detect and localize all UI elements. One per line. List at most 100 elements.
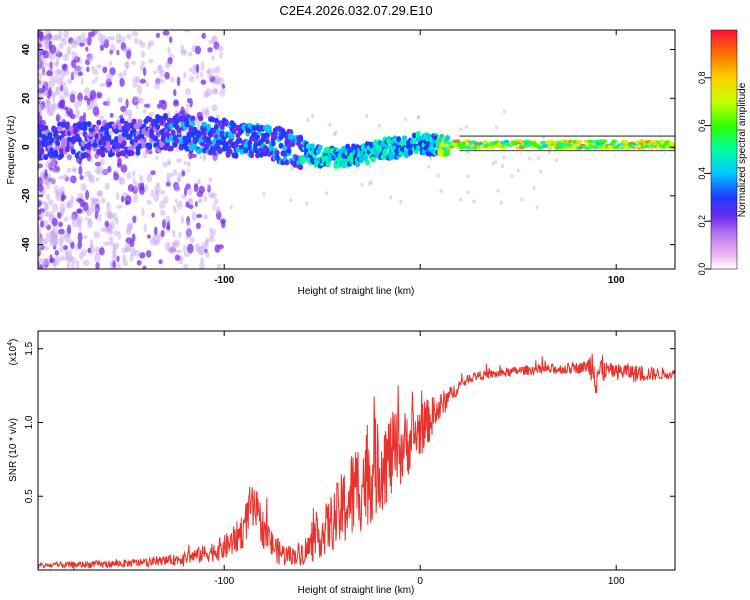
spectrogram-noise-dot xyxy=(205,250,210,259)
spectrogram-noise-dot xyxy=(74,51,78,61)
spectrogram-panel: -100 100 -40 -20 0 20 40 Height of straight li… xyxy=(6,29,676,297)
spectrogram-cell xyxy=(233,152,239,159)
spectrogram-cell xyxy=(601,139,608,143)
spectrogram-noise-dot xyxy=(116,49,120,56)
spectrogram-noise-dot xyxy=(141,60,146,65)
spectrogram-noise-dot xyxy=(77,232,83,242)
spectrogram-cell xyxy=(372,139,378,146)
spectrogram-noise-dot xyxy=(126,49,132,60)
spectrogram-cell xyxy=(80,140,86,147)
spectrogram-cell xyxy=(139,134,145,140)
spectrogram-marks xyxy=(38,30,675,269)
spectrogram-noise-dot xyxy=(311,114,315,119)
spectrogram-noise-dot xyxy=(129,253,134,262)
spectrogram-noise-dot xyxy=(192,64,197,70)
spectrogram-cell xyxy=(370,156,376,163)
spectrogram-noise-dot xyxy=(210,192,217,199)
spectrogram-noise-dot xyxy=(173,208,177,214)
spectrogram-noise-dot xyxy=(87,247,92,254)
spectrogram-noise-dot xyxy=(100,227,107,233)
spectrogram-noise-dot xyxy=(80,77,84,85)
spectrogram-cell xyxy=(96,119,102,126)
spectrogram-noise-dot xyxy=(528,156,532,161)
spectrogram-noise-dot xyxy=(95,261,100,269)
snr-multiplier-close: ) xyxy=(8,339,19,342)
spectrogram-noise-dot xyxy=(172,168,178,177)
spectrogram-noise-dot xyxy=(58,30,63,40)
spectrogram-cell xyxy=(66,154,72,161)
spectrogram-noise-dot xyxy=(69,256,77,264)
spectrogram-cell xyxy=(209,116,215,123)
spectrogram-noise-dot xyxy=(70,175,77,184)
spectrogram-noise-dot xyxy=(38,261,41,269)
spectrogram-noise-dot xyxy=(183,251,190,258)
spectrogram-noise-dot xyxy=(95,177,100,182)
spectrogram-noise-dot xyxy=(125,200,130,206)
spectrogram-noise-dot xyxy=(164,61,171,69)
spectrogram-cell xyxy=(300,155,306,162)
spectrogram-noise-dot xyxy=(38,184,44,192)
spectrogram-noise-dot xyxy=(45,62,51,68)
spectrogram-noise-dot xyxy=(59,115,63,122)
spectrogram-cell xyxy=(59,152,64,159)
spectrogram-cell xyxy=(672,143,675,147)
spectrogram-frame xyxy=(37,29,676,270)
spectrogram-noise-dot xyxy=(186,243,194,254)
spectrogram-cell xyxy=(82,121,88,127)
spectrogram-noise-dot xyxy=(70,213,77,222)
spectrogram-noise-dot xyxy=(46,193,50,200)
spectrogram-noise-dot xyxy=(132,30,139,37)
spectrogram-xtick-label: -100 xyxy=(214,275,234,286)
spectrogram-noise-dot xyxy=(87,217,92,225)
spectrogram-noise-dot xyxy=(141,207,145,216)
spectrogram-noise-dot xyxy=(94,77,99,82)
spectrogram-cell xyxy=(223,120,229,127)
spectrogram-noise-dot xyxy=(465,124,468,129)
spectrogram-noise-dot xyxy=(189,67,193,73)
spectrogram-noise-dot xyxy=(66,167,72,174)
spectrogram-cell xyxy=(180,114,186,121)
spectrogram-cell xyxy=(184,121,190,128)
spectrogram-noise-dot xyxy=(206,185,210,190)
spectrogram-noise-dot xyxy=(93,231,101,239)
spectrogram-xtick-label: 100 xyxy=(608,275,625,286)
spectrogram-cell xyxy=(460,141,467,145)
spectrogram-noise-dot xyxy=(202,153,207,162)
spectrogram-cell xyxy=(206,123,211,130)
spectrogram-noise-dot xyxy=(91,79,96,85)
spectrogram-noise-dot xyxy=(200,79,207,85)
spectrogram-noise-dot xyxy=(87,31,95,37)
spectrogram-noise-dot xyxy=(82,112,87,122)
spectrogram-noise-dot xyxy=(199,262,205,269)
spectrogram-cell xyxy=(623,140,629,144)
spectrogram-noise-dot xyxy=(43,246,50,251)
spectrogram-cell xyxy=(157,115,162,122)
spectrogram-noise-dot xyxy=(49,52,56,61)
spectrogram-noise-dot xyxy=(201,108,208,116)
spectrogram-noise-dot xyxy=(494,125,498,130)
spectrogram-noise-dot xyxy=(49,176,57,185)
spectrogram-noise-dot xyxy=(44,178,50,186)
spectrogram-noise-dot xyxy=(38,163,44,169)
spectrogram-noise-dot xyxy=(41,71,46,77)
spectrogram-noise-dot xyxy=(459,197,463,202)
spectrogram-cell xyxy=(186,131,192,138)
spectrogram-noise-dot xyxy=(60,196,65,202)
snr-xtick-label: -100 xyxy=(214,576,234,587)
spectrogram-noise-dot xyxy=(147,111,155,117)
spectrogram-noise-dot xyxy=(173,100,179,107)
spectrogram-noise-dot xyxy=(41,59,47,66)
spectrogram-noise-dot xyxy=(45,160,53,169)
spectrogram-noise-dot xyxy=(459,127,463,132)
spectrogram-noise-dot xyxy=(48,198,54,206)
spectrogram-cell xyxy=(202,130,208,137)
spectrogram-noise-dot xyxy=(188,75,195,82)
spectrogram-noise-dot xyxy=(194,201,198,207)
spectrogram-noise-dot xyxy=(187,97,191,104)
spectrogram-noise-dot xyxy=(148,58,154,64)
spectrogram-noise-dot xyxy=(45,30,52,37)
spectrogram-noise-dot xyxy=(86,97,91,106)
spectrogram-noise-dot xyxy=(153,192,160,202)
snr-marks xyxy=(38,353,675,570)
spectrogram-noise-dot xyxy=(171,245,176,255)
